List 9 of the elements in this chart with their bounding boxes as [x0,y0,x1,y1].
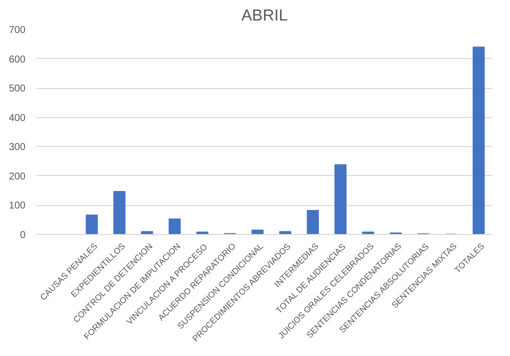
y-tick-label: 600 [8,54,26,66]
y-tick-label: 0 [20,230,26,241]
y-tick-label: 200 [8,171,26,182]
y-tick-label: 400 [8,112,26,124]
y-tick-label: 700 [8,25,26,36]
chart-title: ABRIL [241,8,288,24]
y-tick-label: 100 [8,200,26,212]
y-tick-label: 300 [8,142,26,154]
y-tick-label: 500 [8,84,26,95]
